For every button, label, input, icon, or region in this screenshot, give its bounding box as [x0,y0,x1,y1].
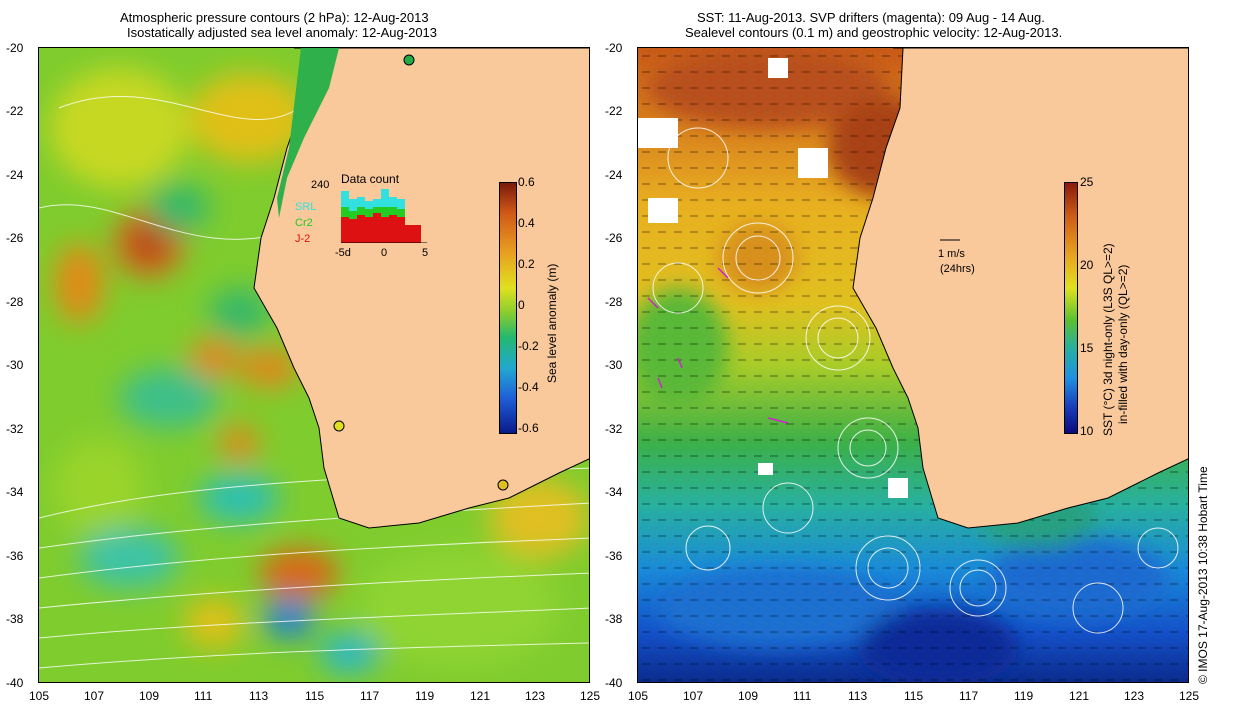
right-x-tick: 125 [1179,689,1200,703]
tide-gauge-marker [403,54,415,66]
left-x-tick: 115 [305,689,325,703]
sst-colorbar [1064,182,1078,434]
left-x-tick: 123 [525,689,546,703]
right-y-tick: -26 [605,231,623,245]
right-cbar-tick: 20 [1080,258,1094,272]
left-y-tick: -26 [6,231,24,245]
right-x-tick: 117 [959,689,979,703]
right-x-tick: 123 [1124,689,1145,703]
left-y-tick: -38 [6,612,24,626]
tide-gauge-marker [333,420,345,432]
right-y-tick: -24 [605,168,623,182]
left-cbar-tick: -0.4 [518,380,539,394]
right-cbar-tick: 10 [1080,424,1094,438]
cloud-mask [638,58,908,498]
right-x-tick: 115 [904,689,924,703]
right-y-tick: -28 [605,295,623,309]
left-x-tick: 125 [580,689,601,703]
right-y-tick: -20 [605,41,623,55]
left-colorbar-label: Sea level anomaly (m) [545,263,559,383]
right-x-tick: 113 [848,689,868,703]
right-y-tick: -32 [605,422,623,436]
left-title-line1: Atmospheric pressure contours (2 hPa): 1… [120,10,429,25]
left-cbar-tick: 0.4 [518,216,535,230]
velocity-scale-value: 1 m/s [938,248,965,260]
velocity-scale-period: (24hrs) [940,263,975,275]
right-x-tick: 121 [1069,689,1090,703]
right-cbar-tick: 25 [1080,175,1094,189]
left-cbar-tick: 0 [518,298,525,312]
left-x-tick: 119 [415,689,435,703]
left-y-tick: -20 [6,41,24,55]
right-x-tick: 107 [683,689,704,703]
left-cbar-tick: 0.2 [518,257,535,271]
left-x-tick: 105 [29,689,50,703]
right-y-tick: -40 [605,676,623,690]
left-y-tick: -22 [6,104,24,118]
inset-x-tick: -5d [335,247,351,259]
right-x-tick: 105 [628,689,649,703]
right-y-tick: -38 [605,612,623,626]
right-title-line1: SST: 11-Aug-2013. SVP drifters (magenta)… [697,10,1045,25]
left-x-tick: 113 [249,689,269,703]
left-y-tick: -30 [6,358,24,372]
right-colorbar-label-line2: in-filled with day-only (QL>=2) [1116,264,1130,424]
right-y-tick: -34 [605,485,623,499]
inset-x-tick: 5 [422,247,429,259]
left-cbar-tick: -0.6 [518,421,539,435]
right-colorbar-label-line1: SST (°C) 3d night-only (L3S QL>=2) [1101,243,1115,436]
right-y-tick: -22 [605,104,623,118]
left-y-tick: -34 [6,485,24,499]
inset-legend-j2: J-2 [295,233,311,245]
left-y-tick: -36 [6,549,24,563]
inset-bars [341,189,421,243]
right-cbar-tick: 15 [1080,341,1094,355]
left-x-tick: 121 [470,689,491,703]
sst-field [638,48,1188,682]
inset-bar-chart [341,189,427,243]
inset-count-label: 240 [311,179,330,191]
inset-title: Data count [341,172,400,186]
imos-credit: © IMOS 17-Aug-2013 10:38 Hobart Time [1196,466,1210,684]
svp-drifter-tracks [647,267,789,424]
left-y-tick: -24 [6,168,24,182]
coastal-land-green [277,48,339,218]
data-count-inset: 240 Data count SRL Cr2 J-2 -5d 0 5 [295,172,431,263]
right-x-tick: 111 [793,689,812,703]
left-cbar-tick: -0.2 [518,339,539,353]
australia-landmass [852,48,1188,529]
inset-legend-cr2: Cr2 [295,217,313,229]
inset-x-tick: 0 [381,247,388,259]
left-x-tick: 117 [360,689,380,703]
left-cbar-tick: 0.6 [518,175,535,189]
left-x-tick: 109 [139,689,160,703]
left-y-tick: -28 [6,295,24,309]
left-x-tick: 107 [84,689,105,703]
sea-level-contours [652,127,1179,634]
sst-map: 1 m/s (24hrs) [637,47,1189,683]
right-title-line2: Sealevel contours (0.1 m) and geostrophi… [685,25,1063,40]
inset-legend-srl: SRL [295,201,317,213]
right-x-tick: 119 [1014,689,1034,703]
right-y-tick: -30 [605,358,623,372]
left-x-tick: 111 [194,689,213,703]
right-y-tick: -36 [605,549,623,563]
sea-level-anomaly-map: 240 Data count SRL Cr2 J-2 -5d 0 5 [38,47,590,683]
left-y-tick: -40 [6,676,24,690]
left-y-tick: -32 [6,422,24,436]
left-title-line2: Isostatically adjusted sea level anomaly… [127,25,438,40]
right-x-tick: 109 [738,689,759,703]
sea-level-colorbar [499,182,517,434]
tide-gauge-marker [497,479,509,491]
